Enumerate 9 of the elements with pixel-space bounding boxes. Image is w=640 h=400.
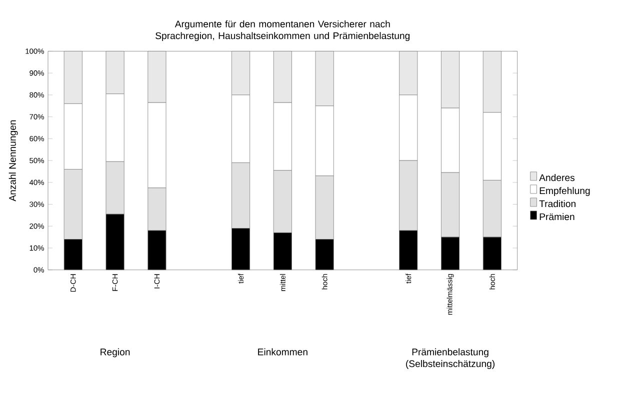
legend-label: Anderes <box>539 174 574 182</box>
text: Einkommen <box>258 348 308 356</box>
y-axis-title: Anzahl Nennungen <box>8 120 18 202</box>
legend-label: Tradition <box>539 200 576 208</box>
legend-label: Empfehlung <box>540 187 590 196</box>
text: Region <box>100 348 130 358</box>
chart-title: Argumente für den momentanen Versicherer nach Sprachregion, Haushaltseinkommen und Prämienbelastung <box>156 20 410 42</box>
text: Prämienbelastung (Selbsteinschätzung) <box>406 348 495 369</box>
legend-label: Prämien <box>540 213 574 220</box>
